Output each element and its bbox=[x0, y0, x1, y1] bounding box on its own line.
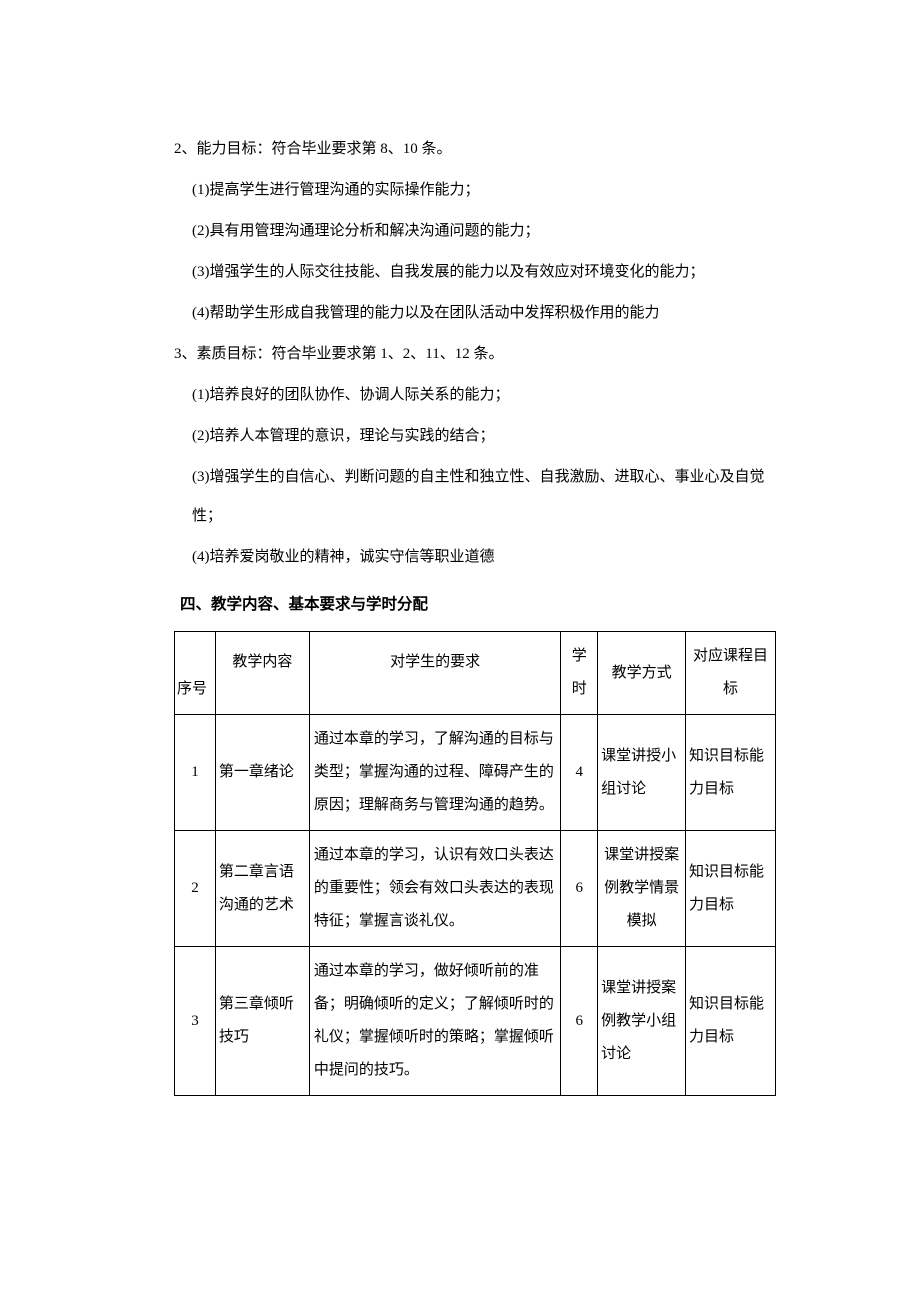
cell-seq: 2 bbox=[175, 831, 216, 947]
cell-requirement: 通过本章的学习，认识有效口头表达的重要性；领会有效口头表达的表现特征；掌握言谈礼… bbox=[309, 831, 560, 947]
paragraph: (2)具有用管理沟通理论分析和解决沟通问题的能力； bbox=[174, 212, 776, 251]
cell-content: 第三章倾听技巧 bbox=[215, 947, 309, 1096]
header-requirement: 对学生的要求 bbox=[309, 632, 560, 715]
header-goal: 对应课程目标 bbox=[686, 632, 776, 715]
paragraph: (3)增强学生的自信心、判断问题的自主性和独立性、自我激励、进取心、事业心及自觉… bbox=[174, 458, 776, 536]
cell-seq: 1 bbox=[175, 715, 216, 831]
paragraph: 3、素质目标：符合毕业要求第 1、2、11、12 条。 bbox=[174, 335, 776, 374]
paragraph: (1)培养良好的团队协作、协调人际关系的能力； bbox=[174, 376, 776, 415]
cell-hours: 6 bbox=[561, 947, 598, 1096]
cell-goal: 知识目标能力目标 bbox=[686, 947, 776, 1096]
paragraph: (2)培养人本管理的意识，理论与实践的结合； bbox=[174, 417, 776, 456]
paragraph: (3)增强学生的人际交往技能、自我发展的能力以及有效应对环境变化的能力； bbox=[174, 253, 776, 292]
header-method: 教学方式 bbox=[598, 632, 686, 715]
table-row: 3 第三章倾听技巧 通过本章的学习，做好倾听前的准备；明确倾听的定义；了解倾听时… bbox=[175, 947, 776, 1096]
table-row: 1 第一章绪论 通过本章的学习，了解沟通的目标与类型；掌握沟通的过程、障碍产生的… bbox=[175, 715, 776, 831]
text: (3)增强学生的自信心、判断问题的自主性和独立性、自我激励、进取心、事业心及自觉… bbox=[192, 469, 765, 524]
cell-requirement: 通过本章的学习，了解沟通的目标与类型；掌握沟通的过程、障碍产生的原因；理解商务与… bbox=[309, 715, 560, 831]
cell-method: 课堂讲授案例教学小组讨论 bbox=[598, 947, 686, 1096]
cell-content: 第二章言语沟通的艺术 bbox=[215, 831, 309, 947]
paragraph: 2、能力目标：符合毕业要求第 8、10 条。 bbox=[174, 130, 776, 169]
header-hours: 学时 bbox=[561, 632, 598, 715]
header-content: 教学内容 bbox=[215, 632, 309, 715]
cell-method: 课堂讲授案例教学情景模拟 bbox=[598, 831, 686, 947]
table-row: 2 第二章言语沟通的艺术 通过本章的学习，认识有效口头表达的重要性；领会有效口头… bbox=[175, 831, 776, 947]
cell-goal: 知识目标能力目标 bbox=[686, 715, 776, 831]
table-header-row: 序号 教学内容 对学生的要求 学时 教学方式 对应课程目标 bbox=[175, 632, 776, 715]
cell-method: 课堂讲授小组讨论 bbox=[598, 715, 686, 831]
paragraph: (4)帮助学生形成自我管理的能力以及在团队活动中发挥积极作用的能力 bbox=[174, 294, 776, 333]
cell-content: 第一章绪论 bbox=[215, 715, 309, 831]
curriculum-table: 序号 教学内容 对学生的要求 学时 教学方式 对应课程目标 1 第一章绪论 通过… bbox=[174, 631, 776, 1096]
section-heading: 四、教学内容、基本要求与学时分配 bbox=[174, 585, 776, 625]
cell-hours: 4 bbox=[561, 715, 598, 831]
paragraph: (4)培养爱岗敬业的精神，诚实守信等职业道德 bbox=[174, 538, 776, 577]
document-body: 2、能力目标：符合毕业要求第 8、10 条。 (1)提高学生进行管理沟通的实际操… bbox=[174, 130, 776, 1096]
cell-goal: 知识目标能力目标 bbox=[686, 831, 776, 947]
cell-hours: 6 bbox=[561, 831, 598, 947]
header-seq: 序号 bbox=[175, 632, 216, 715]
cell-requirement: 通过本章的学习，做好倾听前的准备；明确倾听的定义；了解倾听时的礼仪；掌握倾听时的… bbox=[309, 947, 560, 1096]
paragraph: (1)提高学生进行管理沟通的实际操作能力； bbox=[174, 171, 776, 210]
cell-seq: 3 bbox=[175, 947, 216, 1096]
